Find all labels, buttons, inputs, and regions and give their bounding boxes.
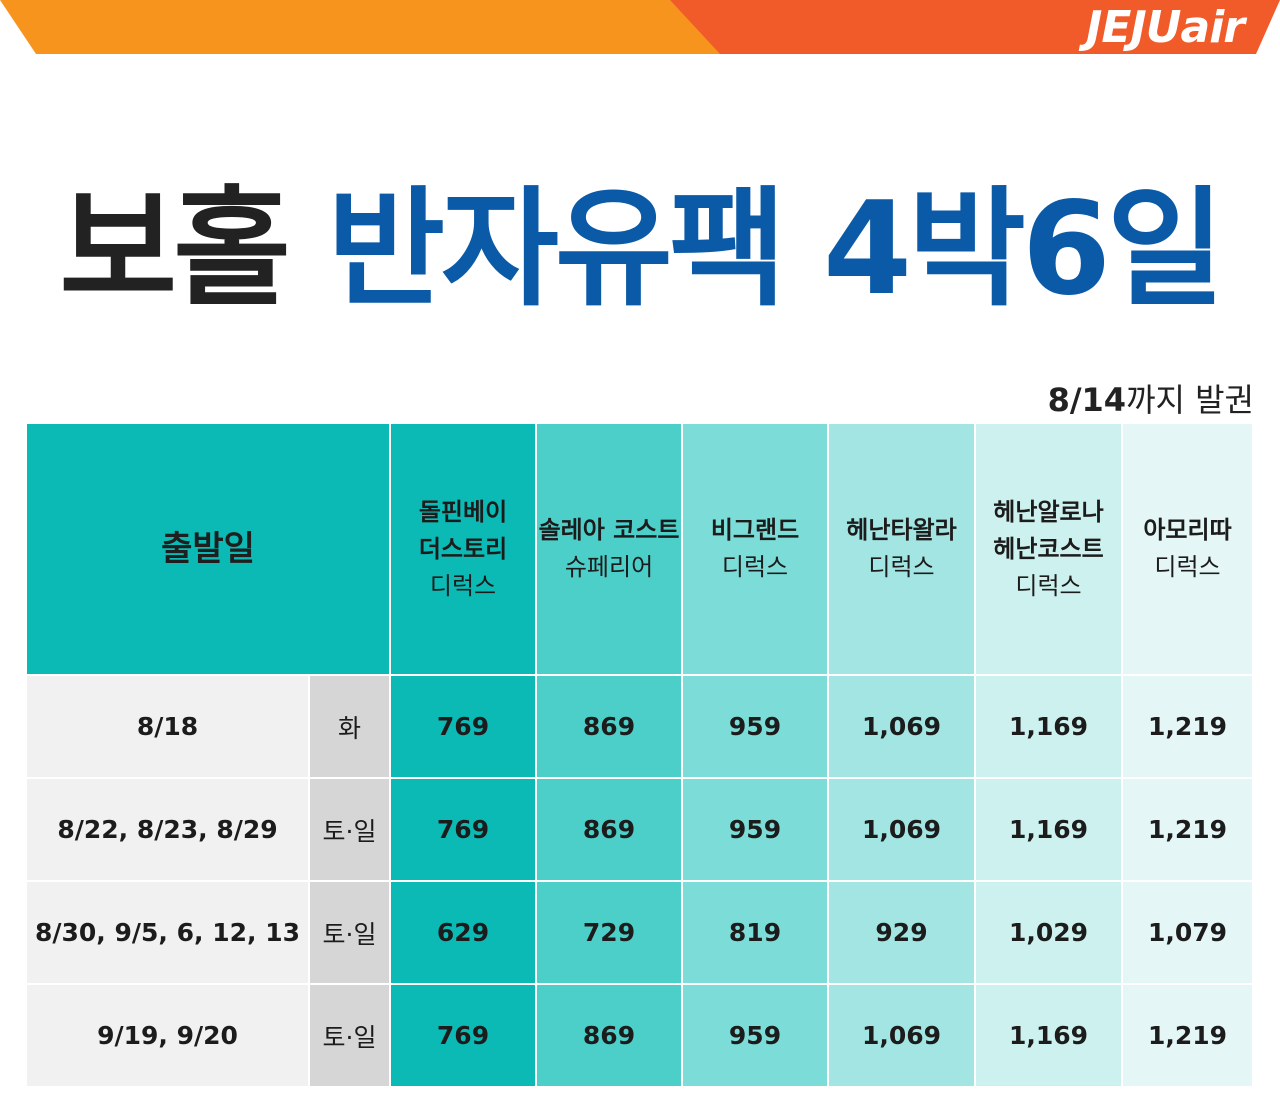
departure-date-cell: 8/30, 9/5, 6, 12, 13 — [27, 880, 310, 984]
departure-date-cell: 9/19, 9/20 — [27, 983, 310, 1086]
price-cell: 1,079 — [1122, 880, 1254, 984]
header-room-type: 디럭스 — [1154, 553, 1221, 581]
page-title: 보홀 반자유팩 4박6일 — [0, 172, 1280, 328]
price-cell: 729 — [536, 880, 683, 984]
price-cell: 1,219 — [1122, 983, 1254, 1086]
header-hotel-dolphin-bay: 돌핀베이 더스토리 디럭스 — [390, 424, 537, 675]
weekday-cell: 토·일 — [309, 880, 391, 984]
price-cell: 1,219 — [1122, 777, 1254, 881]
price-cell: 1,029 — [975, 880, 1123, 984]
price-cell: 869 — [536, 674, 683, 778]
price-cell: 769 — [390, 983, 537, 1086]
departure-date-cell: 8/22, 8/23, 8/29 — [27, 777, 310, 881]
ticketing-deadline-suffix: 까지 발권 — [1126, 381, 1254, 419]
jejuair-logo: JEJUair — [1086, 2, 1245, 53]
header-departure-date: 출발일 — [27, 424, 391, 675]
departure-date-cell: 8/18 — [27, 674, 310, 778]
header-hotel-line: 비그랜드 — [710, 516, 800, 544]
weekday-cell: 화 — [309, 674, 391, 778]
price-cell: 869 — [536, 777, 683, 881]
header-hotel-henann-alona: 헤난알로나 헤난코스트 디럭스 — [975, 424, 1123, 675]
weekday-cell: 토·일 — [309, 983, 391, 1086]
table-row: 9/19, 9/20 토·일 769 869 959 1,069 1,169 1… — [27, 983, 1254, 1086]
ticketing-deadline-date: 8/14 — [1047, 381, 1127, 419]
price-cell: 1,169 — [975, 777, 1123, 881]
price-cell: 769 — [390, 674, 537, 778]
ticketing-deadline-note: 8/14까지 발권 — [1048, 378, 1254, 422]
weekday-cell: 토·일 — [309, 777, 391, 881]
price-cell: 869 — [536, 983, 683, 1086]
header-hotel-solea-coast: 솔레아 코스트 슈페리어 — [536, 424, 683, 675]
header-hotel-be-grand: 비그랜드 디럭스 — [682, 424, 829, 675]
table-header-row: 출발일 돌핀베이 더스토리 디럭스 솔레아 코스트 슈페리어 비그랜드 디럭스 … — [27, 424, 1254, 675]
header-hotel-line: 헤난알로나 — [993, 497, 1104, 526]
price-cell: 959 — [682, 777, 829, 881]
price-cell: 1,069 — [828, 777, 976, 881]
header-banner: JEJUair — [0, 0, 1280, 56]
price-cell: 769 — [390, 777, 537, 881]
banner-shape — [0, 0, 1280, 54]
header-room-type: 디럭스 — [868, 553, 935, 581]
price-cell: 1,169 — [975, 983, 1123, 1086]
title-destination: 보홀 — [59, 175, 291, 324]
price-cell: 1,069 — [828, 674, 976, 778]
price-cell: 1,069 — [828, 983, 976, 1086]
header-hotel-henann-tawala: 헤난타왈라 디럭스 — [828, 424, 976, 675]
header-hotel-line: 돌핀베이 — [418, 497, 508, 526]
header-room-type: 디럭스 — [1015, 571, 1082, 600]
header-hotel-line: 아모리따 — [1143, 516, 1232, 544]
header-hotel-line: 헤난타왈라 — [846, 516, 957, 544]
header-hotel-line: 헤난코스트 — [993, 534, 1104, 563]
price-cell: 959 — [682, 983, 829, 1086]
table-row: 8/30, 9/5, 6, 12, 13 토·일 629 729 819 929… — [27, 880, 1254, 984]
price-cell: 929 — [828, 880, 976, 984]
title-package: 반자유팩 4박6일 — [327, 175, 1224, 324]
table-row: 8/22, 8/23, 8/29 토·일 769 869 959 1,069 1… — [27, 777, 1254, 881]
table-row: 8/18 화 769 869 959 1,069 1,169 1,219 — [27, 674, 1254, 778]
header-hotel-line: 더스토리 — [418, 534, 508, 563]
header-room-type: 디럭스 — [721, 553, 789, 581]
price-cell: 819 — [682, 880, 829, 984]
price-cell: 1,169 — [975, 674, 1123, 778]
header-room-type: 슈페리어 — [564, 553, 654, 581]
header-hotel-amorita: 아모리따 디럭스 — [1122, 424, 1254, 675]
price-cell: 1,219 — [1122, 674, 1254, 778]
price-cell: 959 — [682, 674, 829, 778]
header-hotel-line: 솔레아 코스트 — [538, 516, 680, 544]
price-table: 출발일 돌핀베이 더스토리 디럭스 솔레아 코스트 슈페리어 비그랜드 디럭스 … — [27, 424, 1254, 1086]
price-cell: 629 — [390, 880, 537, 984]
header-room-type: 디럭스 — [429, 571, 497, 600]
